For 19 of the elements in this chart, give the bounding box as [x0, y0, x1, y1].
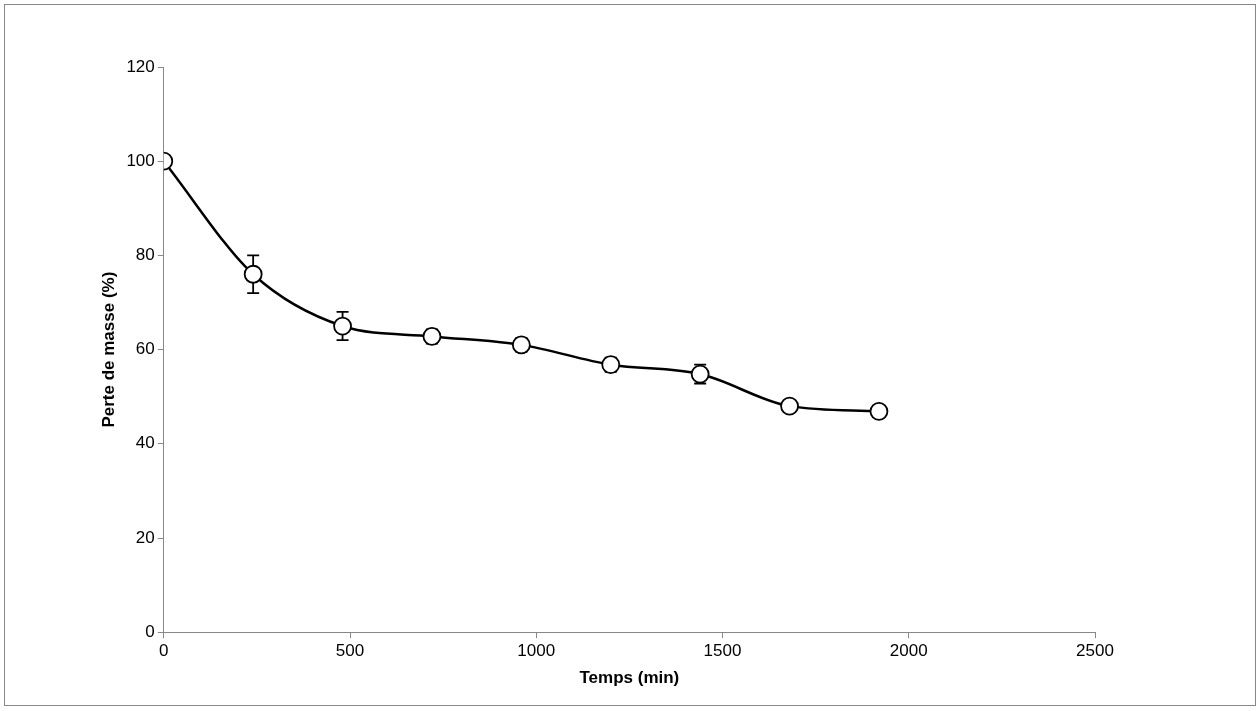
- y-tick-label: 40: [135, 433, 155, 453]
- y-tick-label: 120: [126, 56, 155, 76]
- x-tick-label: 2500: [1076, 641, 1114, 661]
- y-tick-label: 20: [135, 527, 155, 547]
- y-tick-label: 80: [135, 245, 155, 265]
- x-axis-title: Temps (min): [579, 668, 680, 688]
- x-tick-label: 1000: [517, 641, 556, 661]
- point: [869, 401, 889, 421]
- x-tick-label: 1500: [703, 641, 742, 661]
- y-tick-label: 60: [135, 339, 155, 359]
- x-tick-label: 0: [159, 641, 169, 661]
- point: [243, 264, 263, 284]
- y-tick-label: 0: [145, 621, 155, 641]
- y-axis-title: Perte de masse (%): [98, 271, 118, 428]
- point: [333, 316, 352, 336]
- y-tick-label: 100: [126, 150, 155, 170]
- x-tick-label: 500: [335, 641, 365, 661]
- point: [780, 396, 799, 416]
- x-tick-label: 2000: [889, 641, 928, 661]
